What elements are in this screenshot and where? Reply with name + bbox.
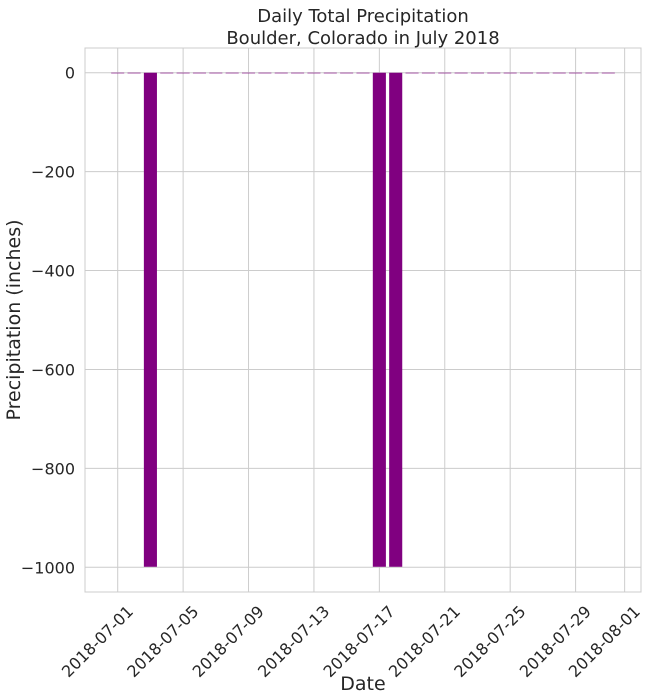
- bar-2018-07-16: [356, 72, 370, 74]
- y-tick-labels: 0 −200 −400 −600 −800 −1000: [21, 64, 75, 578]
- bar-2018-07-13: [307, 72, 321, 74]
- y-tick-label: −400: [31, 262, 75, 281]
- bar-2018-07-03: [143, 72, 157, 567]
- chart-title: Daily Total Precipitation Boulder, Colora…: [226, 6, 499, 49]
- bar-2018-07-26: [519, 72, 534, 74]
- bar-2018-07-02: [127, 72, 141, 74]
- y-tick-label: −200: [31, 163, 75, 182]
- bar-2018-07-30: [585, 72, 599, 74]
- y-tick-label: −800: [31, 459, 75, 478]
- y-tick-label: −600: [31, 360, 75, 379]
- bar-2018-07-04: [160, 72, 174, 74]
- bar-2018-07-08: [225, 72, 239, 74]
- bar-2018-07-09: [241, 72, 256, 74]
- y-tick-label: −1000: [21, 558, 75, 577]
- bar-2018-07-28: [552, 72, 566, 74]
- bar-2018-07-10: [258, 72, 272, 74]
- bar-2018-07-11: [274, 72, 288, 74]
- bar-2018-07-25: [503, 72, 517, 74]
- bar-2018-07-20: [421, 72, 435, 74]
- bar-2018-07-19: [405, 72, 419, 74]
- y-axis-label: Precipitation (inches): [3, 219, 25, 420]
- x-axis-label: Date: [340, 673, 385, 695]
- bar-2018-07-07: [209, 72, 223, 74]
- bars: [111, 72, 615, 567]
- bar-2018-07-01: [111, 72, 125, 74]
- bar-2018-07-12: [291, 72, 305, 74]
- bar-2018-07-14: [323, 72, 337, 74]
- bar-2018-07-29: [569, 72, 583, 74]
- bar-2018-07-31: [601, 72, 615, 74]
- bar-2018-07-05: [176, 72, 190, 74]
- bar-2018-07-06: [192, 72, 207, 74]
- x-tick-labels: 2018-07-012018-07-052018-07-092018-07-13…: [58, 602, 644, 681]
- plot-frame: [84, 47, 642, 593]
- bar-2018-07-27: [536, 72, 550, 74]
- bar-2018-07-15: [340, 72, 354, 74]
- bar-2018-07-21: [438, 72, 452, 74]
- bar-2018-07-24: [487, 72, 501, 74]
- bar-2018-07-23: [470, 72, 485, 74]
- bar-2018-07-18: [389, 72, 403, 567]
- y-tick-label: 0: [65, 64, 75, 83]
- bar-2018-07-17: [372, 72, 386, 567]
- bar-2018-07-22: [454, 72, 468, 74]
- grid: [85, 48, 641, 592]
